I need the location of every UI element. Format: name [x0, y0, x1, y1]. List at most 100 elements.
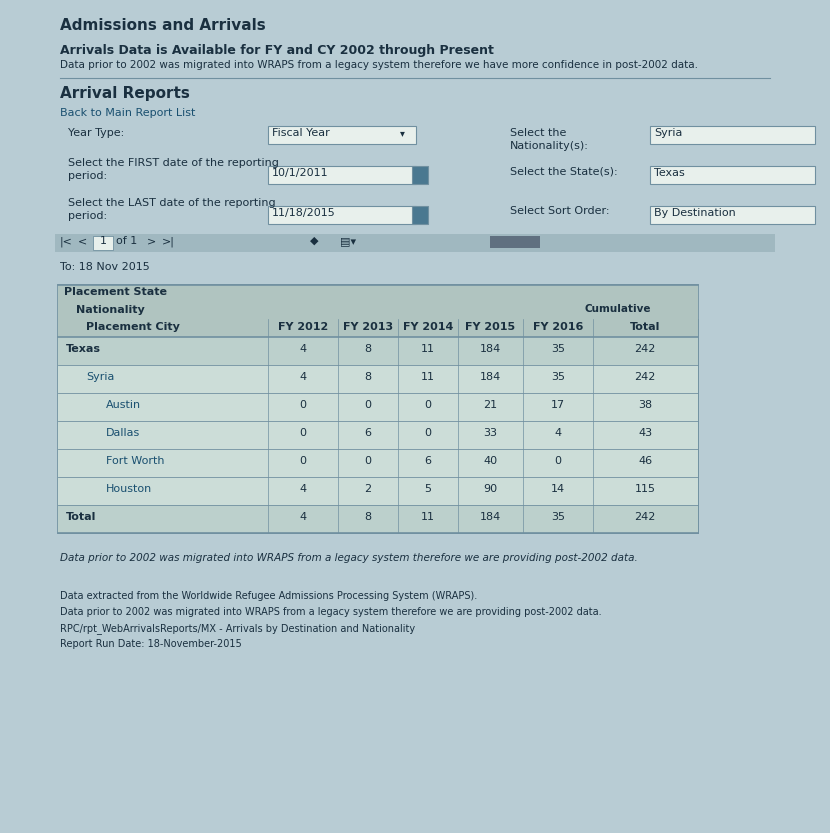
- Text: 6: 6: [364, 428, 372, 438]
- Text: 2: 2: [364, 484, 372, 494]
- Text: Select Sort Order:: Select Sort Order:: [510, 206, 609, 216]
- Text: 21: 21: [483, 400, 497, 410]
- Text: Placement State: Placement State: [64, 287, 167, 297]
- FancyBboxPatch shape: [268, 126, 416, 144]
- Text: FY 2014: FY 2014: [403, 322, 453, 332]
- Text: 38: 38: [638, 400, 652, 410]
- Text: Fiscal Year: Fiscal Year: [272, 128, 330, 138]
- Text: Texas: Texas: [654, 168, 685, 178]
- Text: Dallas: Dallas: [106, 428, 140, 438]
- Text: FY 2016: FY 2016: [533, 322, 583, 332]
- Text: 0: 0: [300, 456, 306, 466]
- FancyBboxPatch shape: [58, 319, 698, 337]
- Text: 184: 184: [480, 512, 500, 522]
- Text: 184: 184: [480, 372, 500, 382]
- Text: 35: 35: [551, 512, 565, 522]
- Text: 0: 0: [364, 400, 372, 410]
- Text: 11/18/2015: 11/18/2015: [272, 208, 336, 218]
- FancyBboxPatch shape: [58, 505, 698, 533]
- Text: 35: 35: [551, 344, 565, 354]
- FancyBboxPatch shape: [268, 166, 416, 184]
- FancyBboxPatch shape: [490, 236, 540, 248]
- Text: 40: 40: [483, 456, 497, 466]
- Text: FY 2013: FY 2013: [343, 322, 393, 332]
- Text: Total: Total: [66, 512, 96, 522]
- Text: 184: 184: [480, 344, 500, 354]
- Text: Year Type:: Year Type:: [68, 128, 124, 138]
- Text: of 1: of 1: [116, 236, 137, 246]
- Text: FY 2012: FY 2012: [278, 322, 328, 332]
- Text: 14: 14: [551, 484, 565, 494]
- FancyBboxPatch shape: [268, 206, 416, 224]
- Text: Total: Total: [630, 322, 660, 332]
- Text: 5: 5: [424, 484, 432, 494]
- Text: ◆: ◆: [310, 236, 319, 246]
- Text: 242: 242: [634, 512, 656, 522]
- Text: 4: 4: [554, 428, 562, 438]
- Text: Placement City: Placement City: [86, 322, 180, 332]
- Text: Arrivals Data is Available for FY and CY 2002 through Present: Arrivals Data is Available for FY and CY…: [60, 44, 494, 57]
- Text: ▤▾: ▤▾: [340, 236, 356, 246]
- Text: Cumulative: Cumulative: [585, 304, 652, 314]
- Text: 0: 0: [300, 428, 306, 438]
- Text: Nationality: Nationality: [76, 305, 144, 315]
- Text: Texas: Texas: [66, 344, 101, 354]
- FancyBboxPatch shape: [58, 393, 698, 421]
- FancyBboxPatch shape: [58, 285, 698, 303]
- Text: 4: 4: [300, 512, 306, 522]
- Text: 0: 0: [424, 428, 432, 438]
- FancyBboxPatch shape: [650, 166, 815, 184]
- Text: Syria: Syria: [654, 128, 682, 138]
- Text: Arrival Reports: Arrival Reports: [60, 86, 190, 101]
- Text: 11: 11: [421, 372, 435, 382]
- Text: 4: 4: [300, 484, 306, 494]
- Text: Austin: Austin: [106, 400, 141, 410]
- Text: Report Run Date: 18-November-2015: Report Run Date: 18-November-2015: [60, 639, 242, 649]
- Text: 33: 33: [483, 428, 497, 438]
- Text: 11: 11: [421, 344, 435, 354]
- Text: Data prior to 2002 was migrated into WRAPS from a legacy system therefore we are: Data prior to 2002 was migrated into WRA…: [60, 607, 602, 617]
- Text: 10/1/2011: 10/1/2011: [272, 168, 329, 178]
- FancyBboxPatch shape: [58, 337, 698, 365]
- Text: To: 18 Nov 2015: To: 18 Nov 2015: [60, 262, 149, 272]
- Text: 46: 46: [638, 456, 652, 466]
- Text: Admissions and Arrivals: Admissions and Arrivals: [60, 18, 266, 33]
- FancyBboxPatch shape: [58, 449, 698, 477]
- FancyBboxPatch shape: [58, 477, 698, 505]
- Text: 8: 8: [364, 344, 372, 354]
- Text: 90: 90: [483, 484, 497, 494]
- Text: Data extracted from the Worldwide Refugee Admissions Processing System (WRAPS).: Data extracted from the Worldwide Refuge…: [60, 591, 477, 601]
- Text: >|: >|: [162, 236, 175, 247]
- Text: 4: 4: [300, 344, 306, 354]
- Text: 1: 1: [100, 236, 106, 246]
- Text: period:: period:: [68, 211, 107, 221]
- Text: 242: 242: [634, 344, 656, 354]
- Text: Houston: Houston: [106, 484, 152, 494]
- Text: 242: 242: [634, 372, 656, 382]
- FancyBboxPatch shape: [412, 206, 428, 224]
- Text: 4: 4: [300, 372, 306, 382]
- FancyBboxPatch shape: [58, 285, 698, 533]
- FancyBboxPatch shape: [58, 303, 698, 319]
- Text: Data prior to 2002 was migrated into WRAPS from a legacy system therefore we are: Data prior to 2002 was migrated into WRA…: [60, 553, 637, 563]
- Text: 0: 0: [554, 456, 562, 466]
- Text: 115: 115: [634, 484, 656, 494]
- FancyBboxPatch shape: [93, 236, 113, 250]
- FancyBboxPatch shape: [650, 126, 815, 144]
- Text: 0: 0: [300, 400, 306, 410]
- Text: RPC/rpt_WebArrivalsReports/MX - Arrivals by Destination and Nationality: RPC/rpt_WebArrivalsReports/MX - Arrivals…: [60, 623, 415, 634]
- FancyBboxPatch shape: [58, 365, 698, 393]
- Text: ▾: ▾: [400, 128, 405, 138]
- Text: 8: 8: [364, 372, 372, 382]
- Text: Nationality(s):: Nationality(s):: [510, 141, 588, 151]
- Text: <: <: [78, 236, 87, 246]
- Text: 0: 0: [424, 400, 432, 410]
- Text: Select the: Select the: [510, 128, 566, 138]
- FancyBboxPatch shape: [650, 206, 815, 224]
- Text: 17: 17: [551, 400, 565, 410]
- Text: >: >: [147, 236, 156, 246]
- Text: Select the LAST date of the reporting: Select the LAST date of the reporting: [68, 198, 276, 208]
- Text: Data prior to 2002 was migrated into WRAPS from a legacy system therefore we hav: Data prior to 2002 was migrated into WRA…: [60, 60, 698, 70]
- Text: 43: 43: [638, 428, 652, 438]
- Text: 11: 11: [421, 512, 435, 522]
